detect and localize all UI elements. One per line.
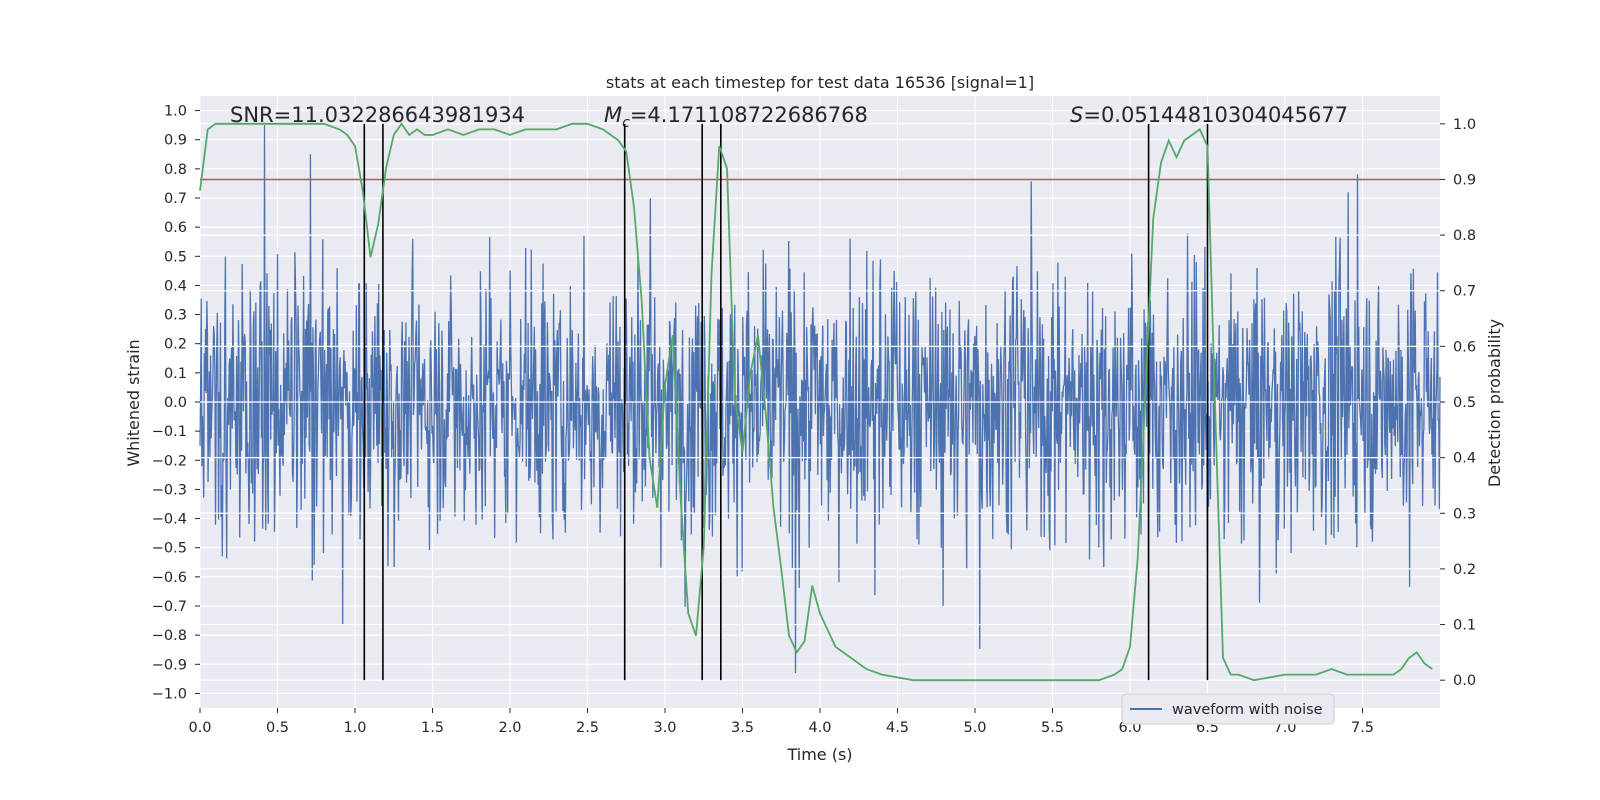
y-right-tick-label: 0.2 [1453,562,1476,578]
y-left-tick-label: −1.0 [152,686,187,702]
x-tick-label: 1.0 [343,720,366,736]
vertical-markers [363,123,1209,681]
y-left-tick-label: 0.9 [164,133,187,149]
detection-probability-line [199,122,1433,682]
y-left-tick-label: 0.0 [164,395,187,411]
y-left-axis-ticks: 1.0 0.9 0.8 0.7 0.6 0.5 0.4 0.3 0.2 0.1 0.0 −0.1 −0.… [152,104,200,702]
x-tick-label: 7.5 [1351,720,1374,736]
x-tick-label: 5.5 [1041,720,1064,736]
x-tick-label: 2.5 [576,720,599,736]
chirp-mass-subscript: c [622,115,630,131]
legend-label: waveform with noise [1172,702,1323,718]
y-right-tick-label: 0.6 [1453,339,1476,355]
y-left-tick-label: −0.3 [152,482,187,498]
y-left-tick-label: 0.3 [164,308,187,324]
right-grid-overlay [200,123,1440,681]
legend: waveform with noise [1121,693,1335,725]
x-tick-label: 4.0 [808,720,831,736]
y-right-tick-label: 0.3 [1453,506,1476,522]
y-right-axis-label: Detection probability [1485,319,1504,487]
x-tick-label: 0.5 [266,720,289,736]
y-left-tick-label: −0.6 [152,570,187,586]
s-value: =0.05144810304045677 [1083,103,1348,127]
y-left-tick-label: −0.9 [152,657,187,673]
y-left-tick-label: 0.7 [164,191,187,207]
y-left-tick-label: 0.2 [164,337,187,353]
y-left-tick-label: 1.0 [164,104,187,120]
y-right-tick-label: 0.7 [1453,284,1476,300]
y-left-tick-label: −0.4 [152,512,187,528]
y-left-tick-label: −0.5 [152,541,187,557]
y-right-tick-label: 1.0 [1453,117,1476,133]
y-right-tick-label: 0.1 [1453,618,1476,634]
s-annotation: S=0.05144810304045677 [1070,103,1348,127]
x-tick-label: 3.0 [653,720,676,736]
chirp-mass-symbol: M [604,103,622,127]
x-tick-label: 1.5 [421,720,444,736]
y-left-tick-label: −0.2 [152,453,187,469]
y-left-tick-label: 0.8 [164,162,187,178]
chirp-mass-value: =4.171108722686768 [630,103,868,127]
y-right-tick-label: 0.8 [1453,228,1476,244]
x-tick-label: 3.5 [731,720,754,736]
y-right-tick-label: 0.4 [1453,451,1476,467]
y-left-tick-label: −0.8 [152,628,187,644]
x-tick-label: 5.0 [963,720,986,736]
y-right-axis-ticks: 1.0 0.9 0.8 0.7 0.6 0.5 0.4 0.3 0.2 0.1 0.0 [1440,117,1476,689]
chirp-mass-annotation: Mc=4.171108722686768 [604,103,868,131]
y-left-axis-label: Whitened strain [124,339,143,466]
x-tick-label: 0.0 [188,720,211,736]
chart-title: stats at each timestep for test data 165… [606,73,1034,92]
y-left-tick-label: −0.7 [152,599,187,615]
x-axis-label: Time (s) [786,745,852,764]
y-left-tick-label: 0.1 [164,366,187,382]
y-right-tick-label: 0.5 [1453,395,1476,411]
y-left-tick-label: 0.6 [164,220,187,236]
x-tick-label: 4.5 [886,720,909,736]
legend-box [1121,693,1335,725]
y-left-tick-label: −0.1 [152,424,187,440]
y-left-tick-label: 0.4 [164,278,187,294]
s-symbol: S [1070,103,1083,127]
y-right-tick-label: 0.9 [1453,172,1476,188]
snr-annotation: SNR=11.032286643981934 [230,103,525,127]
x-tick-label: 2.0 [498,720,521,736]
y-right-tick-label: 0.0 [1453,673,1476,689]
y-left-tick-label: 0.5 [164,249,187,265]
